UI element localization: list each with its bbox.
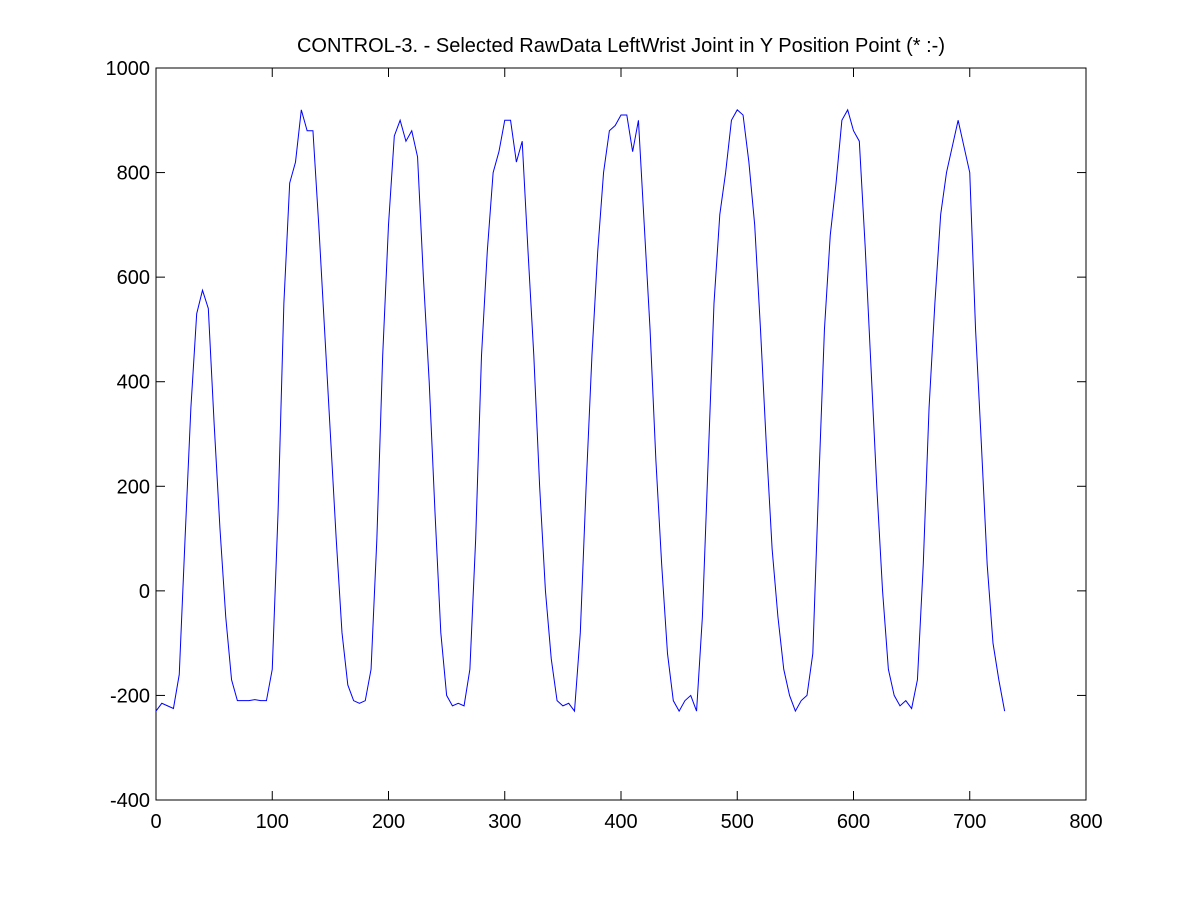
y-tick-label: 0 xyxy=(139,581,150,603)
x-tick-label: 400 xyxy=(604,811,637,833)
chart-title: CONTROL-3. - Selected RawData LeftWrist … xyxy=(297,35,945,57)
x-tick-label: 800 xyxy=(1069,811,1102,833)
y-tick-label: 200 xyxy=(117,476,150,498)
y-tick-label: 600 xyxy=(117,267,150,289)
x-tick-label: 500 xyxy=(721,811,754,833)
y-tick-label: 800 xyxy=(117,163,150,185)
x-tick-label: 100 xyxy=(256,811,289,833)
y-tick-label: -200 xyxy=(110,685,150,707)
y-tick-label: -400 xyxy=(110,790,150,812)
x-tick-label: 300 xyxy=(488,811,521,833)
x-tick-label: 700 xyxy=(953,811,986,833)
x-tick-label: 0 xyxy=(150,811,161,833)
x-tick-label: 200 xyxy=(372,811,405,833)
y-tick-label: 400 xyxy=(117,372,150,394)
data-line xyxy=(155,108,1006,713)
x-tick-label: 600 xyxy=(837,811,870,833)
y-tick-label: 1000 xyxy=(106,58,151,80)
